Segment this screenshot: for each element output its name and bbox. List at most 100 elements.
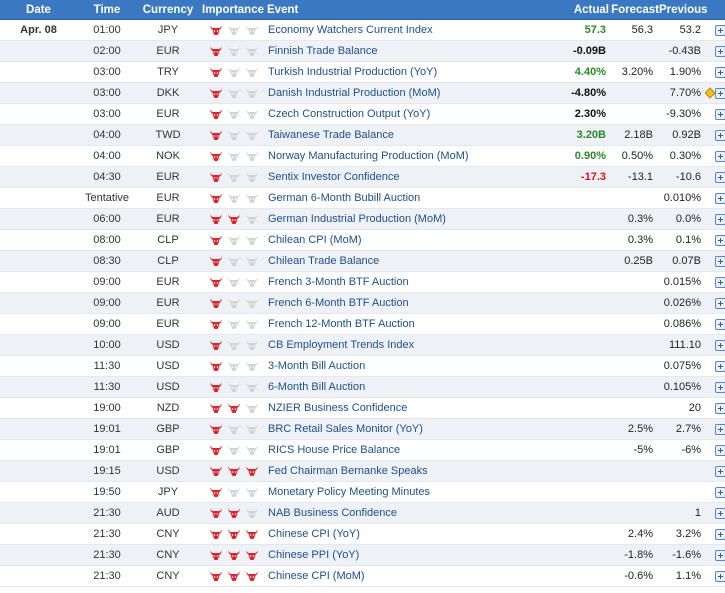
column-header-date[interactable]: Date [0,0,77,20]
table-row[interactable]: 21:30 CNY Chinese CPI (MoM) -0.6% 1.1% [0,565,725,587]
event-name[interactable]: French 6-Month BTF Auction [264,292,554,314]
expand-plus-icon[interactable] [715,108,725,120]
table-row[interactable]: 08:30 CLP Chilean Trade Balance 0.25B 0.07B [0,250,725,272]
column-header-importance[interactable]: Importance [199,0,264,20]
expand-plus-icon[interactable] [715,381,725,393]
table-row[interactable]: 19:15 USD Fed Chairman Bernanke Speaks [0,460,725,482]
expand-plus-icon[interactable] [715,465,725,477]
event-name[interactable]: French 12-Month BTF Auction [264,313,554,335]
actual-value [554,397,609,419]
table-row[interactable]: 08:00 CLP Chilean CPI (MoM) 0.3% 0.1% [0,229,725,251]
event-name[interactable]: German Industrial Production (MoM) [264,208,554,230]
table-row[interactable]: 09:00 EUR French 6-Month BTF Auction 0.026% [0,292,725,314]
expand-plus-icon[interactable] [715,234,725,246]
expand-plus-icon[interactable] [715,549,725,561]
event-name[interactable]: Economy Watchers Current Index [264,19,554,41]
event-name[interactable]: Fed Chairman Bernanke Speaks [264,460,554,482]
expand-plus-icon[interactable] [715,507,725,519]
table-row[interactable]: 03:00 EUR Czech Construction Output (YoY) 2… [0,103,725,125]
column-header-forecast[interactable]: Forecast [609,0,659,20]
table-row[interactable]: 03:00 TRY Turkish Industrial Production (Y… [0,61,725,83]
actual-value [554,418,609,440]
currency-cell: EUR [137,271,199,293]
table-row[interactable]: Tentative EUR German 6-Month Bubill Auctio… [0,187,725,209]
event-name[interactable]: CB Employment Trends Index [264,334,554,356]
importance-cell [199,418,264,440]
column-header-flag [705,0,715,20]
event-name[interactable]: French 3-Month BTF Auction [264,271,554,293]
table-row[interactable]: 09:00 EUR French 3-Month BTF Auction 0.015% [0,271,725,293]
revision-flag-cell [705,397,715,419]
table-row[interactable]: 06:00 EUR German Industrial Production (Mo… [0,208,725,230]
event-name[interactable]: 3-Month Bill Auction [264,355,554,377]
table-row[interactable]: 19:00 NZD NZIER Business Confidence 20 [0,397,725,419]
expand-plus-icon[interactable] [715,213,725,225]
expand-plus-icon[interactable] [715,129,725,141]
table-row[interactable]: 21:30 CNY Chinese CPI (YoY) 2.4% 3.2% [0,523,725,545]
event-name[interactable]: Sentix Investor Confidence [264,166,554,188]
expand-plus-icon[interactable] [715,318,725,330]
table-row[interactable]: 19:50 JPY Monetary Policy Meeting Minutes [0,481,725,503]
expand-plus-icon[interactable] [715,66,725,78]
column-header-event[interactable]: Event [264,0,554,20]
event-name[interactable]: Taiwanese Trade Balance [264,124,554,146]
table-row[interactable]: 21:30 CNY Chinese PPI (YoY) -1.8% -1.6% [0,544,725,566]
column-header-actual[interactable]: Actual [554,0,609,20]
event-name[interactable]: Chinese CPI (YoY) [264,523,554,545]
expand-plus-icon[interactable] [715,528,725,540]
expand-plus-icon[interactable] [715,255,725,267]
event-name[interactable]: German 6-Month Bubill Auction [264,187,554,209]
forecast-value: 2.5% [609,418,659,440]
table-row[interactable]: 19:01 GBP BRC Retail Sales Monitor (YoY) 2.… [0,418,725,440]
expand-plus-icon[interactable] [715,423,725,435]
expand-plus-icon[interactable] [715,570,725,582]
event-name[interactable]: Chilean Trade Balance [264,250,554,272]
expand-plus-icon[interactable] [715,45,725,57]
table-row[interactable]: 11:30 USD 3-Month Bill Auction 0.075% [0,355,725,377]
table-row[interactable]: 04:00 NOK Norway Manufacturing Production … [0,145,725,167]
expand-plus-icon[interactable] [715,192,725,204]
expand-plus-icon[interactable] [715,24,725,36]
table-row[interactable]: Apr. 08 01:00 JPY Economy Watchers Current … [0,19,725,41]
expand-plus-icon[interactable] [715,486,725,498]
column-header-previous[interactable]: Previous [659,0,708,20]
event-name[interactable]: NZIER Business Confidence [264,397,554,419]
table-row[interactable]: 19:01 GBP RICS House Price Balance -5% -6% [0,439,725,461]
importance-cell [199,208,264,230]
event-name[interactable]: Chinese PPI (YoY) [264,544,554,566]
date-cell [0,502,77,524]
event-name[interactable]: Chinese CPI (MoM) [264,565,554,587]
expand-plus-icon[interactable] [715,444,725,456]
event-name[interactable]: RICS House Price Balance [264,439,554,461]
table-row[interactable]: 03:00 DKK Danish Industrial Production (Mo… [0,82,725,104]
table-row[interactable]: 10:00 USD CB Employment Trends Index 111.10 [0,334,725,356]
table-row[interactable]: 02:00 EUR Finnish Trade Balance -0.09B -0.43… [0,40,725,62]
expand-plus-icon[interactable] [715,87,725,99]
event-name[interactable]: Chilean CPI (MoM) [264,229,554,251]
event-name[interactable]: 6-Month Bill Auction [264,376,554,398]
table-row[interactable]: 04:30 EUR Sentix Investor Confidence -17.3-… [0,166,725,188]
table-row[interactable]: 11:30 USD 6-Month Bill Auction 0.105% [0,376,725,398]
event-name[interactable]: BRC Retail Sales Monitor (YoY) [264,418,554,440]
expand-plus-icon[interactable] [715,297,725,309]
event-name[interactable]: Danish Industrial Production (MoM) [264,82,554,104]
expand-plus-icon[interactable] [715,402,725,414]
event-name[interactable]: Turkish Industrial Production (YoY) [264,61,554,83]
table-row[interactable]: 21:30 AUD NAB Business Confidence 1 [0,502,725,524]
expand-plus-icon[interactable] [715,360,725,372]
expand-plus-icon[interactable] [715,276,725,288]
expand-plus-icon[interactable] [715,150,725,162]
event-name[interactable]: Monetary Policy Meeting Minutes [264,481,554,503]
event-name[interactable]: NAB Business Confidence [264,502,554,524]
expand-plus-icon[interactable] [715,339,725,351]
event-name[interactable]: Czech Construction Output (YoY) [264,103,554,125]
bull-icon [245,381,259,393]
column-header-currency[interactable]: Currency [137,0,199,20]
event-name[interactable]: Finnish Trade Balance [264,40,554,62]
table-row[interactable]: 09:00 EUR French 12-Month BTF Auction 0.086… [0,313,725,335]
expand-plus-icon[interactable] [715,171,725,183]
table-row[interactable]: 04:00 TWD Taiwanese Trade Balance 3.20B 2.18… [0,124,725,146]
column-header-time[interactable]: Time [77,0,137,20]
revision-diamond-icon [705,87,715,99]
event-name[interactable]: Norway Manufacturing Production (MoM) [264,145,554,167]
